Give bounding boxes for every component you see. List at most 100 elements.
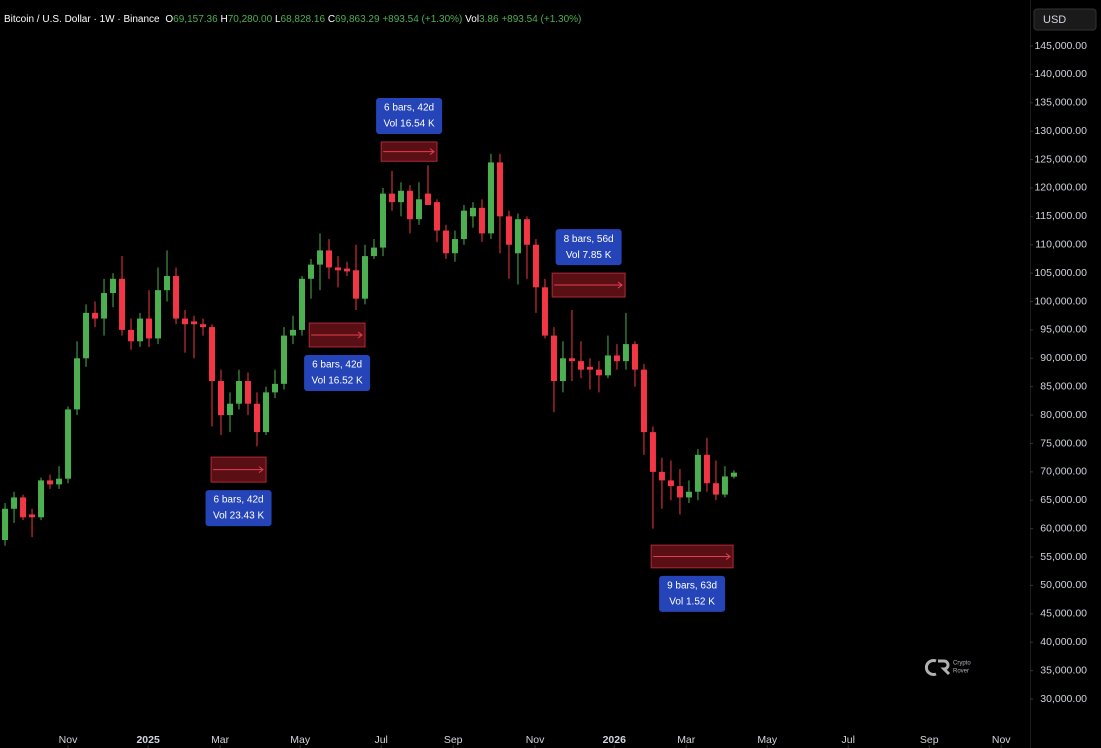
candle-body	[316, 250, 323, 265]
date-range-arrowhead	[258, 466, 264, 473]
date-range-arrowhead	[357, 331, 363, 339]
date-range-label: Vol 7.85 K	[566, 250, 612, 261]
y-tick-label: 100,000.00	[1034, 295, 1087, 307]
candle-body	[658, 471, 665, 481]
candle-body	[263, 392, 270, 433]
candle-body	[119, 278, 126, 330]
x-tick-label: Jul	[374, 734, 387, 746]
watermark-text: Rover	[953, 669, 969, 675]
y-tick-label: 70,000.00	[1040, 466, 1087, 478]
currency-label[interactable]: USD	[1043, 14, 1066, 26]
y-tick-label: 75,000.00	[1040, 437, 1087, 449]
candle-body	[703, 454, 710, 484]
candle-body	[451, 239, 458, 254]
candle-body	[370, 247, 377, 257]
x-tick-label: May	[757, 734, 778, 746]
candle-body	[667, 480, 674, 487]
symbol: Bitcoin / U.S. Dollar · 1W · Binance	[4, 14, 160, 25]
date-range-label: Vol 1.52 K	[669, 596, 715, 607]
chart-header: Bitcoin / U.S. Dollar · 1W · Binance O69…	[4, 14, 581, 25]
candle-body	[388, 193, 395, 203]
x-tick-label: Sep	[920, 734, 939, 746]
y-tick-label: 30,000.00	[1040, 693, 1087, 705]
date-range: 8 bars, 56d Vol 7.85 K	[551, 229, 626, 298]
candle-body	[685, 491, 692, 498]
candle-body	[101, 292, 108, 319]
candle-body	[155, 290, 162, 339]
ohlc-value: 70,280.00	[228, 14, 273, 25]
candle-body	[307, 264, 314, 279]
candle-body	[254, 403, 261, 433]
candle-body	[577, 361, 584, 370]
date-range-label-box	[304, 354, 371, 391]
ohlc-label: C	[328, 14, 335, 25]
candle-body	[595, 369, 602, 376]
candle-body	[11, 497, 18, 509]
watermark-text: Crypto	[953, 661, 971, 667]
candle-body	[110, 278, 117, 293]
y-tick-label: 115,000.00	[1035, 210, 1087, 222]
candle-body	[227, 403, 234, 416]
y-tick-label: 85,000.00	[1040, 380, 1087, 392]
x-tick-label: Nov	[992, 734, 1011, 746]
candle-body	[460, 210, 467, 240]
y-tick-label: 45,000.00	[1040, 608, 1087, 620]
candle-body	[137, 318, 144, 342]
date-range: 6 bars, 42d Vol 16.54 K	[376, 97, 443, 162]
candle-body	[559, 358, 566, 382]
candle-body	[343, 268, 350, 272]
y-tick-label: 90,000.00	[1040, 352, 1087, 364]
date-range-label-box	[205, 490, 272, 527]
candle-body	[433, 202, 440, 231]
candle-body	[334, 267, 341, 271]
candle-body	[272, 383, 279, 393]
candle-body	[550, 335, 557, 382]
candle-body	[442, 230, 449, 254]
candle-body	[325, 250, 332, 268]
date-range-label: 6 bars, 42d	[312, 360, 362, 371]
candle-body	[92, 312, 99, 319]
y-tick-label: 145,000.00	[1034, 40, 1087, 52]
candle-body	[514, 219, 521, 254]
candle-body	[200, 324, 207, 328]
x-tick-label: Nov	[526, 734, 545, 746]
candle-body	[74, 358, 81, 410]
candle-body	[415, 199, 422, 220]
date-range-label-box	[659, 575, 726, 612]
candle-body	[20, 497, 27, 518]
ohlc-label: O	[165, 14, 173, 25]
candle-body	[352, 270, 359, 299]
candle-body	[128, 329, 135, 342]
candle-body	[379, 193, 386, 248]
candle-body	[730, 472, 737, 477]
y-tick-label: 125,000.00	[1034, 153, 1087, 165]
candle-body	[209, 327, 216, 382]
y-tick-label: 130,000.00	[1034, 125, 1087, 137]
candle-body	[281, 335, 288, 384]
candle-body	[424, 193, 431, 205]
candle-body	[191, 321, 198, 325]
date-range-label: 6 bars, 42d	[214, 495, 264, 506]
date-range-arrowhead	[429, 148, 435, 156]
date-range-label: 8 bars, 56d	[564, 234, 614, 245]
y-tick-label: 105,000.00	[1034, 267, 1087, 279]
vol-change: +893.54 (+1.30%)	[501, 14, 581, 25]
candle-body	[83, 312, 90, 359]
ohlc-value: 68,828.16	[281, 14, 326, 25]
candle-body	[523, 219, 530, 245]
candle-body	[649, 432, 656, 472]
ohlc-label: H	[220, 14, 227, 25]
candle-body	[532, 244, 539, 288]
candle-body	[631, 344, 638, 370]
y-tick-label: 110,000.00	[1035, 239, 1087, 251]
vol-value: 3.86	[479, 14, 499, 25]
candle-body	[406, 190, 413, 220]
candle-body	[164, 275, 171, 291]
y-tick-label: 60,000.00	[1040, 522, 1087, 534]
currency-box[interactable]	[1033, 8, 1097, 31]
candle-body	[712, 483, 719, 495]
candle-body	[218, 381, 225, 416]
candle-body	[245, 381, 252, 404]
